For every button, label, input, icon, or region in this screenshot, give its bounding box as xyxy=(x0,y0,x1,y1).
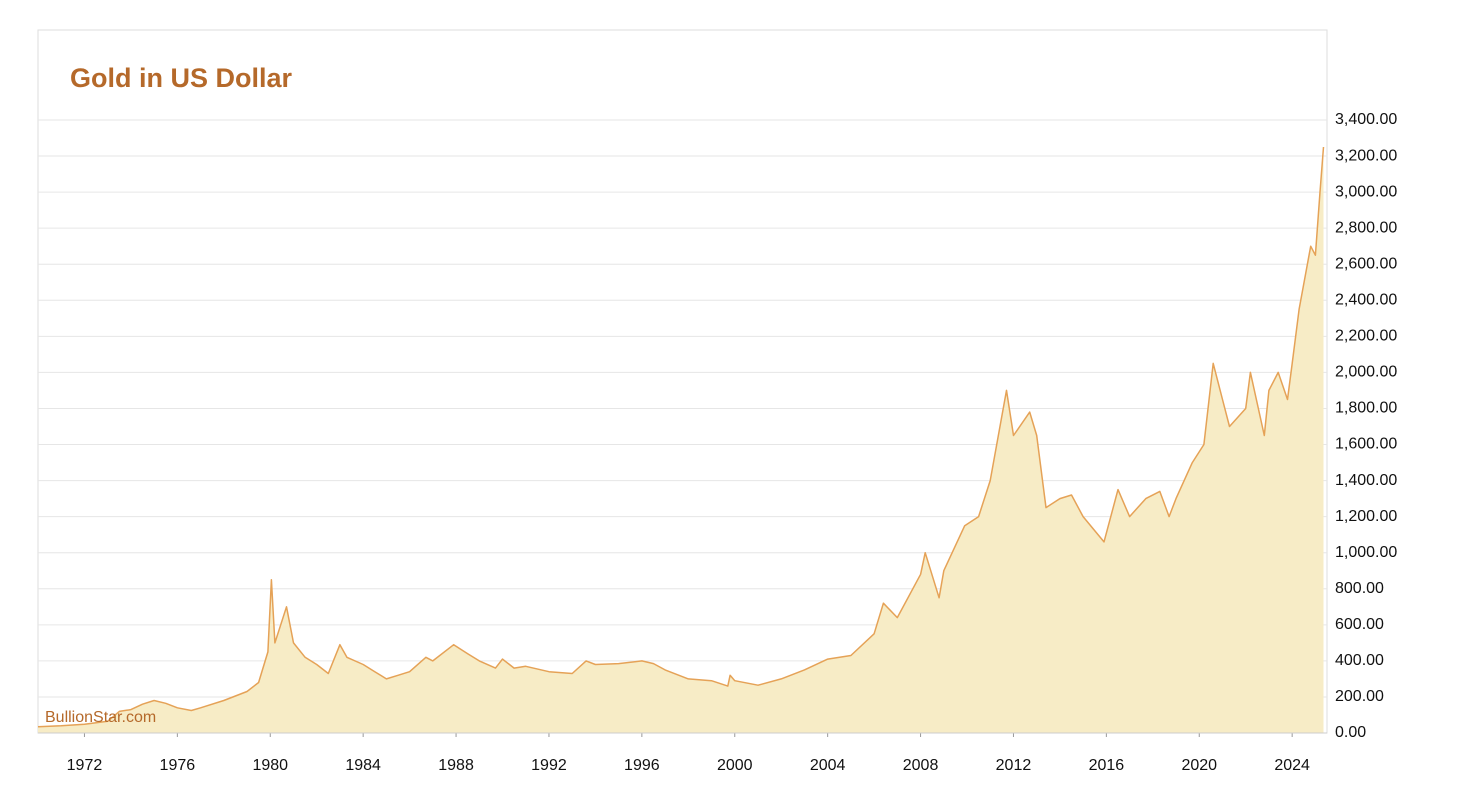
x-tick-label: 1972 xyxy=(67,757,103,774)
x-tick-label: 2004 xyxy=(810,757,846,774)
chart-title: Gold in US Dollar xyxy=(70,63,293,93)
y-tick-label: 2,400.00 xyxy=(1335,292,1397,309)
x-tick-label: 1988 xyxy=(438,757,474,774)
x-tick-label: 2000 xyxy=(717,757,753,774)
y-tick-label: 0.00 xyxy=(1335,724,1366,741)
x-tick-label: 2016 xyxy=(1089,757,1125,774)
y-tick-label: 600.00 xyxy=(1335,616,1384,633)
y-tick-label: 2,800.00 xyxy=(1335,219,1397,236)
x-tick-label: 2024 xyxy=(1274,757,1310,774)
y-tick-label: 2,000.00 xyxy=(1335,364,1397,381)
x-tick-label: 1992 xyxy=(531,757,567,774)
y-tick-label: 1,600.00 xyxy=(1335,436,1397,453)
area xyxy=(38,147,1324,733)
y-tick-label: 2,600.00 xyxy=(1335,255,1397,272)
x-tick-label: 2012 xyxy=(996,757,1032,774)
line xyxy=(37,146,1325,728)
y-tick-label: 2,200.00 xyxy=(1335,328,1397,345)
y-tick-label: 400.00 xyxy=(1335,652,1384,669)
y-tick-label: 3,400.00 xyxy=(1335,111,1397,128)
y-tick-label: 1,200.00 xyxy=(1335,508,1397,525)
y-tick-label: 3,000.00 xyxy=(1335,183,1397,200)
y-tick-label: 1,400.00 xyxy=(1335,472,1397,489)
x-tick-label: 2008 xyxy=(903,757,939,774)
y-tick-label: 200.00 xyxy=(1335,688,1384,705)
y-tick-label: 1,000.00 xyxy=(1335,544,1397,561)
y-tick-label: 800.00 xyxy=(1335,580,1384,597)
x-tick-label: 1980 xyxy=(252,757,288,774)
y-tick-label: 1,800.00 xyxy=(1335,400,1397,417)
watermark: BullionStar.com xyxy=(45,709,156,726)
x-tick-label: 1984 xyxy=(345,757,381,774)
y-tick-label: 3,200.00 xyxy=(1335,147,1397,164)
x-tick-label: 2020 xyxy=(1181,757,1217,774)
x-tick-label: 1996 xyxy=(624,757,660,774)
x-tick-label: 1976 xyxy=(160,757,196,774)
